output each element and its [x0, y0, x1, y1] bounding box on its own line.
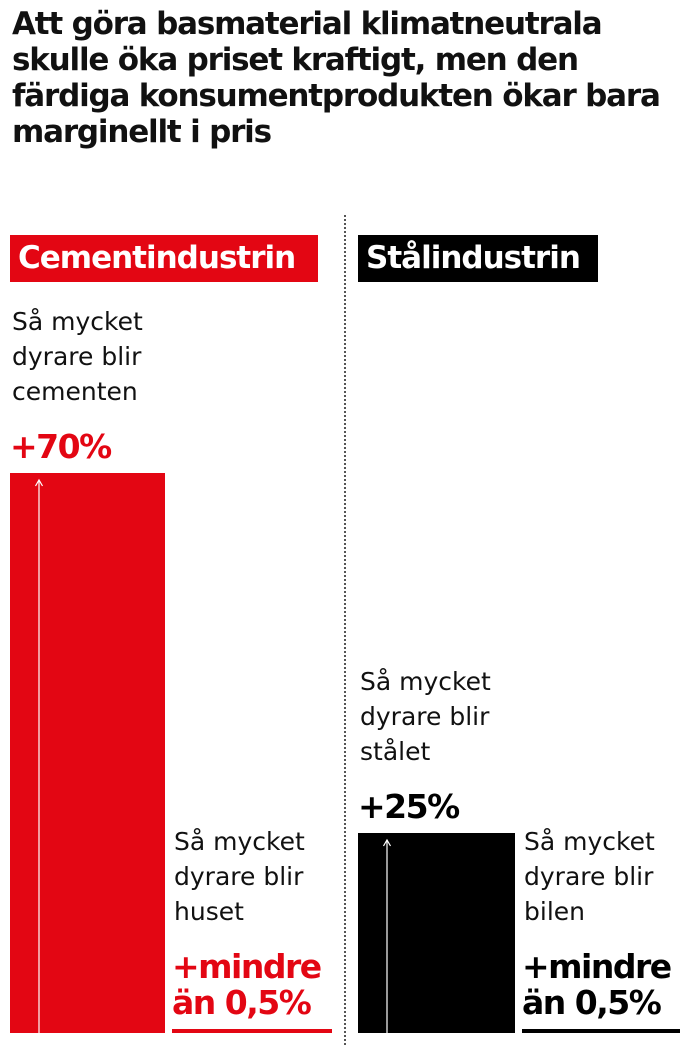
value-label: +70% [10, 427, 112, 466]
value-label: +mindre än 0,5% [522, 947, 672, 1022]
title: Att göra basmaterial klimatneutrala skul… [12, 6, 661, 150]
bar [172, 1029, 332, 1033]
panel-header: Cementindustrin [10, 235, 318, 282]
panel-header: Stålindustrin [358, 235, 598, 282]
bar [10, 473, 165, 1033]
bar [358, 833, 515, 1033]
category-label: Så mycket dyrare blir huset [174, 827, 305, 926]
value-label: +25% [358, 787, 460, 826]
bar [522, 1029, 680, 1033]
arrow [382, 838, 392, 1033]
arrow [34, 478, 44, 1033]
category-label: Så mycket dyrare blir bilen [524, 827, 655, 926]
value-label: +mindre än 0,5% [172, 947, 322, 1022]
category-label: Så mycket dyrare blir cementen [12, 307, 143, 406]
divider [344, 215, 346, 1045]
category-label: Så mycket dyrare blir stålet [360, 667, 491, 766]
